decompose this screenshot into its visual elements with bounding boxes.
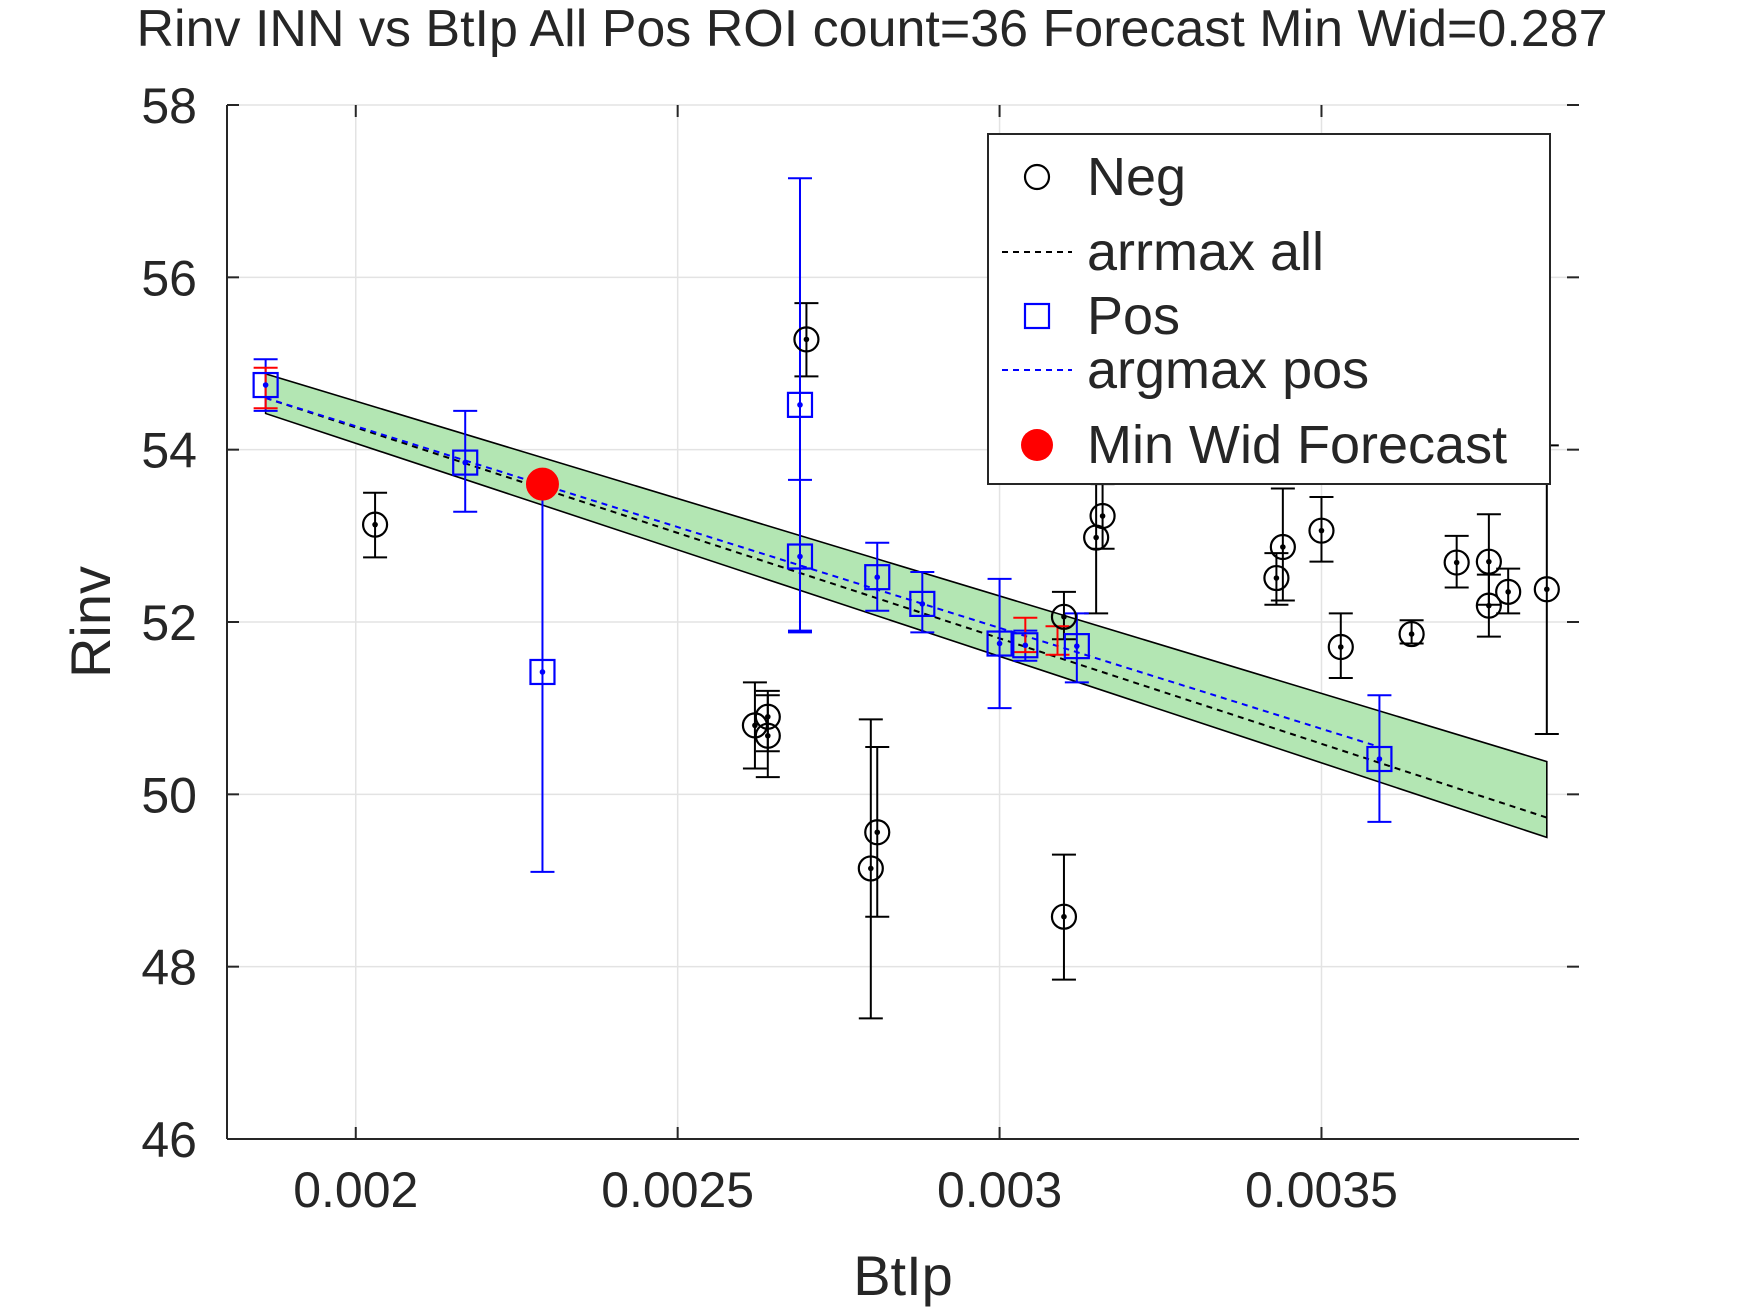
legend-label: arrmax all (1087, 222, 1324, 282)
x-tick-label: 0.0025 (601, 1162, 754, 1218)
pos-point (1366, 745, 1393, 773)
chart-title: Rinv INN vs BtIp All Pos ROI count=36 Fo… (136, 0, 1607, 58)
neg-point-center (868, 865, 874, 872)
neg-point-center (1453, 559, 1460, 566)
neg-point (754, 703, 781, 730)
y-tick-label: 50 (141, 767, 197, 823)
neg-point-center (1486, 558, 1492, 565)
pos-point (452, 449, 479, 476)
neg-point-center (1505, 589, 1511, 595)
neg-point (1089, 502, 1116, 530)
neg-point (1443, 549, 1470, 576)
legend-item-arrmax-all: arrmax all (1002, 222, 1324, 282)
neg-point-center (1337, 644, 1344, 650)
neg-point (754, 722, 781, 749)
neg-point (1050, 903, 1078, 930)
y-tick-label: 56 (141, 250, 197, 306)
neg-point-center (752, 722, 758, 729)
neg-point-center (1093, 534, 1099, 541)
pos-point-center (797, 402, 803, 408)
pos-point (529, 658, 556, 686)
legend-item-neg: Neg (1023, 147, 1186, 207)
y-tick-label: 46 (141, 1112, 197, 1168)
neg-point (1308, 517, 1335, 544)
neg-point-center (1099, 513, 1106, 519)
neg-point-center (1486, 602, 1492, 609)
neg-point-center (372, 521, 378, 528)
neg-point (864, 819, 891, 846)
pos-point-center (1376, 756, 1383, 762)
neg-point-center (765, 732, 771, 739)
neg-point (793, 326, 820, 353)
pos-point-center (919, 601, 926, 607)
neg-point-center (803, 336, 810, 343)
neg-point (1263, 564, 1290, 592)
y-tick-label: 58 (141, 78, 197, 134)
legend-label: Min Wid Forecast (1087, 415, 1507, 475)
y-tick-label: 48 (141, 940, 197, 996)
legend-filled-circle-symbol (1021, 429, 1053, 461)
pos-point (864, 564, 891, 591)
pos-point-center (462, 459, 469, 466)
y-axis-label: Rinv (59, 566, 122, 678)
neg-point (857, 855, 884, 882)
data-markers (252, 326, 1560, 930)
neg-point-center (874, 829, 881, 836)
neg-point (1475, 548, 1502, 575)
pos-point (786, 543, 814, 570)
x-tick-label: 0.002 (293, 1162, 418, 1218)
legend-box (987, 133, 1551, 485)
pos-point (1012, 632, 1039, 659)
legend-item-min-wid-forecast: Min Wid Forecast (1021, 415, 1507, 475)
neg-point (1050, 603, 1078, 630)
legend-label: argmax pos (1087, 340, 1369, 400)
neg-point-center (765, 713, 771, 720)
legend-item-argmax-pos: argmax pos (1002, 340, 1369, 400)
min-wid-forecast-point (525, 467, 559, 501)
pos-point-center (539, 669, 546, 675)
neg-point (1475, 592, 1502, 619)
axes: 0.002 0.0025 0.003 0.0035 46 48 50 52 54 56 58 (141, 78, 1579, 1218)
neg-point-center (1061, 614, 1067, 620)
pos-point (909, 590, 936, 618)
neg-point (361, 511, 389, 538)
legend-label: Neg (1087, 147, 1186, 207)
neg-point (1327, 633, 1354, 661)
legend-item-pos: Pos (1023, 286, 1180, 346)
legend-label: Pos (1087, 286, 1180, 346)
pos-point (986, 630, 1013, 657)
neg-point-center (1273, 575, 1280, 581)
x-axis-label: BtIp (853, 1244, 953, 1307)
neg-point-center (1061, 913, 1067, 920)
pos-point (786, 391, 814, 418)
neg-point (1269, 533, 1296, 561)
legend-square-symbol (1023, 302, 1051, 330)
pos-point-center (1022, 642, 1029, 649)
line-argmax-pos (265, 397, 1380, 748)
red-errorbar (253, 366, 278, 410)
y-tick-label: 52 (141, 595, 197, 651)
pos-point-center (262, 382, 269, 388)
neg-point-center (1318, 527, 1325, 534)
neg-point (1398, 620, 1425, 648)
y-tick-label: 54 (141, 423, 197, 479)
neg-point-center (1408, 631, 1415, 637)
neg-point-center (1280, 544, 1286, 550)
line-arrmax-all (265, 397, 1548, 819)
legend-circle-symbol (1023, 163, 1051, 191)
pos-point-center (1074, 643, 1080, 649)
pos-point-center (996, 640, 1003, 647)
neg-point (1495, 578, 1522, 605)
neg-point (1533, 576, 1560, 603)
pos-point (252, 371, 279, 399)
x-tick-label: 0.003 (937, 1162, 1062, 1218)
pos-point-center (797, 553, 803, 560)
pos-point-center (874, 574, 881, 580)
x-tick-label: 0.0035 (1245, 1162, 1398, 1218)
pos-point (1063, 633, 1090, 660)
fit-lines (265, 397, 1548, 819)
neg-point-center (1544, 586, 1550, 593)
